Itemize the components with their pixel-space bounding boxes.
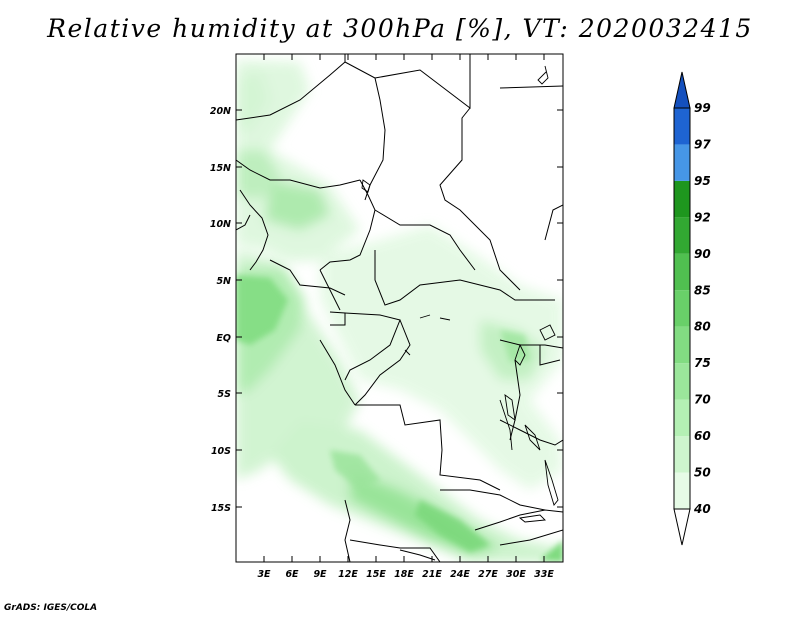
latitude-labels: 20N 15N 10N 5N EQ 5S 10S 15S (210, 106, 231, 514)
lon-label-21e: 21E (422, 569, 442, 580)
lat-label-10n: 10N (210, 219, 231, 230)
map-plot-area: 20N 15N 10N 5N EQ 5S 10S 15S 3E 6E 9E (210, 53, 564, 580)
colorbar-label-80: 80 (694, 320, 711, 334)
colorbar-label-75: 75 (694, 356, 711, 370)
lon-label-30e: 30E (506, 569, 526, 580)
colorbar-label-85: 85 (694, 283, 711, 297)
colorbar-segment-85-90 (674, 253, 690, 291)
colorbar-label-97: 97 (694, 137, 711, 151)
colorbar-segment-40-50 (674, 472, 690, 509)
lon-label-9e: 9E (313, 569, 327, 580)
colorbar-label-40: 40 (693, 502, 711, 516)
colorbar-segment-80-85 (674, 290, 690, 327)
chart-title: Relative humidity at 300hPa [%], VT: 202… (47, 14, 753, 43)
lon-label-12e: 12E (338, 569, 358, 580)
country-borders (236, 54, 563, 562)
colorbar-segment-97-99 (674, 108, 690, 145)
colorbar-label-70: 70 (694, 393, 711, 407)
lon-label-33e: 33E (534, 569, 554, 580)
longitude-labels: 3E 6E 9E 12E 15E 18E 21E 24E 27E 30E 33E (257, 569, 554, 580)
humidity-shading (236, 60, 563, 562)
lon-label-15e: 15E (366, 569, 386, 580)
colorbar-segment-50-60 (674, 436, 690, 473)
lon-label-24e: 24E (450, 569, 470, 580)
colorbar-segment-90-92 (674, 217, 690, 254)
colorbar-label-90: 90 (694, 247, 711, 261)
lat-label-5s: 5S (218, 389, 232, 400)
colorbar-segment-above-99 (673, 71, 691, 109)
colorbar-label-60: 60 (694, 429, 711, 443)
lat-label-10s: 10S (211, 446, 231, 457)
colorbar-segment-below-40 (673, 508, 691, 546)
colorbar-segment-60-70 (674, 399, 690, 437)
lat-label-5n: 5N (216, 276, 231, 287)
lakes-and-rivers (361, 65, 559, 523)
lat-label-15s: 15S (211, 503, 231, 514)
colorbar: 40 50 60 70 75 80 85 90 92 95 97 99 (673, 71, 711, 546)
colorbar-segment-92-95 (674, 180, 690, 218)
lon-label-18e: 18E (394, 569, 414, 580)
colorbar-label-95: 95 (694, 174, 711, 188)
colorbar-segment-70-75 (674, 363, 690, 400)
lat-label-eq: EQ (216, 333, 231, 344)
colorbar-segment-95-97 (674, 144, 690, 181)
lon-label-6e: 6E (285, 569, 299, 580)
lat-label-15n: 15N (210, 163, 231, 174)
colorbar-segment-75-80 (674, 326, 690, 364)
colorbar-label-99: 99 (694, 101, 711, 115)
map-frame (235, 53, 564, 563)
grads-credit: GrADS: IGES/COLA (4, 603, 98, 613)
colorbar-label-50: 50 (694, 466, 711, 480)
colorbar-label-92: 92 (694, 210, 711, 224)
colorbar-outline (673, 107, 691, 510)
lon-label-27e: 27E (478, 569, 498, 580)
lat-label-20n: 20N (210, 106, 231, 117)
lon-label-3e: 3E (257, 569, 271, 580)
longitude-axis (263, 54, 545, 562)
latitude-axis (236, 109, 563, 508)
